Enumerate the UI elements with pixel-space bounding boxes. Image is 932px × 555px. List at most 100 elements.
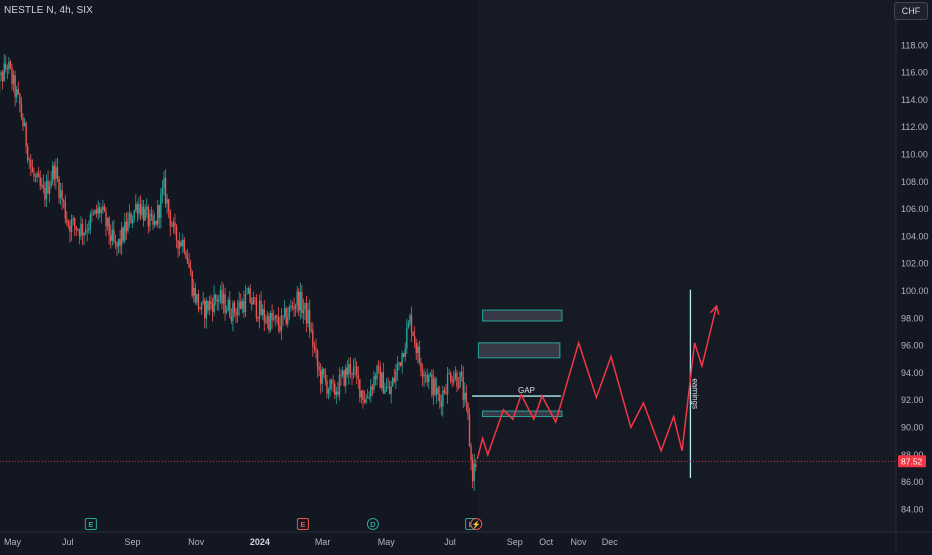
time-tick-label: May xyxy=(378,537,396,547)
candle-body xyxy=(445,393,446,394)
candle-body xyxy=(63,200,64,202)
candle-body xyxy=(334,384,335,395)
candle-body xyxy=(364,400,365,403)
candle-body xyxy=(358,374,359,379)
candle-body xyxy=(282,315,283,316)
candle-body xyxy=(260,301,261,315)
candle-body xyxy=(72,218,73,219)
earnings-label: earnings xyxy=(690,378,699,409)
candle-body xyxy=(300,292,301,310)
zone-rectangle[interactable] xyxy=(478,343,559,358)
candle-body xyxy=(0,72,1,75)
candle-body xyxy=(16,89,17,97)
candle-body xyxy=(381,372,382,387)
candle-body xyxy=(204,301,205,319)
candle-body xyxy=(256,298,257,318)
time-tick-label: Jul xyxy=(62,537,74,547)
candle-body xyxy=(268,316,269,330)
candle-body xyxy=(79,229,80,236)
candle-body xyxy=(27,146,28,160)
candle-body xyxy=(419,347,420,363)
candle-body xyxy=(325,375,326,381)
time-tick-label: Jul xyxy=(444,537,456,547)
candle-body xyxy=(210,301,211,303)
candle-body xyxy=(160,194,161,218)
event-marker[interactable]: ⚡ xyxy=(471,519,482,530)
time-tick-label: 2024 xyxy=(250,537,270,547)
candle-body xyxy=(248,288,249,294)
candle-body xyxy=(201,303,202,309)
candle-body xyxy=(384,390,385,393)
candle-body xyxy=(126,222,127,231)
price-tick-label: 92.00 xyxy=(901,395,924,405)
candle-body xyxy=(284,308,285,316)
candle-body xyxy=(168,199,169,211)
candle-body xyxy=(33,172,34,176)
candle-body xyxy=(456,373,457,387)
event-marker[interactable]: E xyxy=(297,519,308,530)
candle-body xyxy=(32,167,33,173)
candle-body xyxy=(311,330,312,331)
candle-body xyxy=(389,387,390,394)
candle-body xyxy=(337,392,338,395)
candle-body xyxy=(400,362,401,366)
price-tick-label: 96.00 xyxy=(901,341,924,351)
candle-body xyxy=(345,368,346,386)
candle-body xyxy=(278,317,279,326)
candle-body xyxy=(307,310,308,324)
candle-body xyxy=(155,221,156,224)
candle-body xyxy=(165,178,166,204)
candle-body xyxy=(49,186,50,194)
price-tick-label: 118.00 xyxy=(901,40,928,50)
candle-body xyxy=(253,297,254,304)
candle-body xyxy=(249,288,250,302)
candle-body xyxy=(91,214,92,215)
candle-body xyxy=(196,294,197,302)
symbol-title: NESTLE N, 4h, SIX xyxy=(4,5,93,16)
candle-body xyxy=(342,370,343,375)
candle-body xyxy=(135,204,136,210)
candle-body xyxy=(459,372,460,388)
candle-body xyxy=(187,258,188,263)
candle-body xyxy=(254,297,255,298)
candle-body xyxy=(427,375,428,382)
price-tick-label: 116.00 xyxy=(901,68,928,78)
candle-body xyxy=(143,206,144,220)
candle-body xyxy=(395,371,396,381)
candle-body xyxy=(76,226,77,230)
candle-body xyxy=(405,349,406,357)
event-marker[interactable]: D xyxy=(367,519,378,530)
candle-body xyxy=(190,267,191,271)
event-marker[interactable]: E xyxy=(85,519,96,530)
candle-body xyxy=(464,393,465,400)
candle-body xyxy=(162,188,163,194)
zone-rectangle[interactable] xyxy=(483,310,562,321)
candle-body xyxy=(295,305,296,309)
candle-body xyxy=(411,315,412,332)
candle-body xyxy=(54,166,55,179)
candle-body xyxy=(387,387,388,388)
candle-body xyxy=(87,230,88,231)
candle-body xyxy=(290,306,291,307)
candle-body xyxy=(398,362,399,364)
candle-body xyxy=(224,294,225,313)
candle-body xyxy=(461,372,462,377)
candle-body xyxy=(55,167,56,179)
candle-body xyxy=(458,387,459,388)
candle-body xyxy=(378,366,379,367)
candle-body xyxy=(369,397,370,398)
currency-button[interactable]: CHF xyxy=(894,2,928,20)
candle-body xyxy=(347,368,348,375)
candle-body xyxy=(14,75,15,97)
price-tick-label: 114.00 xyxy=(901,95,928,105)
candle-body xyxy=(119,239,120,246)
candle-body xyxy=(343,370,344,385)
candle-body xyxy=(206,301,207,318)
candle-body xyxy=(331,380,332,384)
candle-body xyxy=(232,303,233,321)
candle-body xyxy=(370,387,371,397)
candle-body xyxy=(10,62,11,68)
candle-body xyxy=(428,375,429,382)
